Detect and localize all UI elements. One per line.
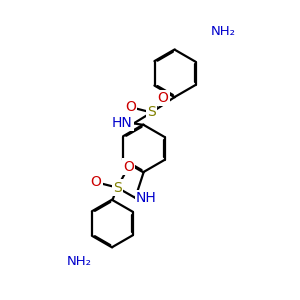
Text: NH: NH — [136, 191, 157, 205]
Text: NH₂: NH₂ — [67, 255, 92, 268]
Text: HN: HN — [112, 116, 133, 130]
Text: O: O — [91, 175, 102, 189]
Text: S: S — [113, 181, 122, 194]
Text: S: S — [147, 106, 156, 119]
Text: O: O — [125, 100, 136, 114]
Text: NH₂: NH₂ — [211, 25, 236, 38]
Text: NH₂: NH₂ — [211, 25, 236, 38]
Text: O: O — [123, 160, 134, 174]
Text: O: O — [158, 91, 169, 105]
